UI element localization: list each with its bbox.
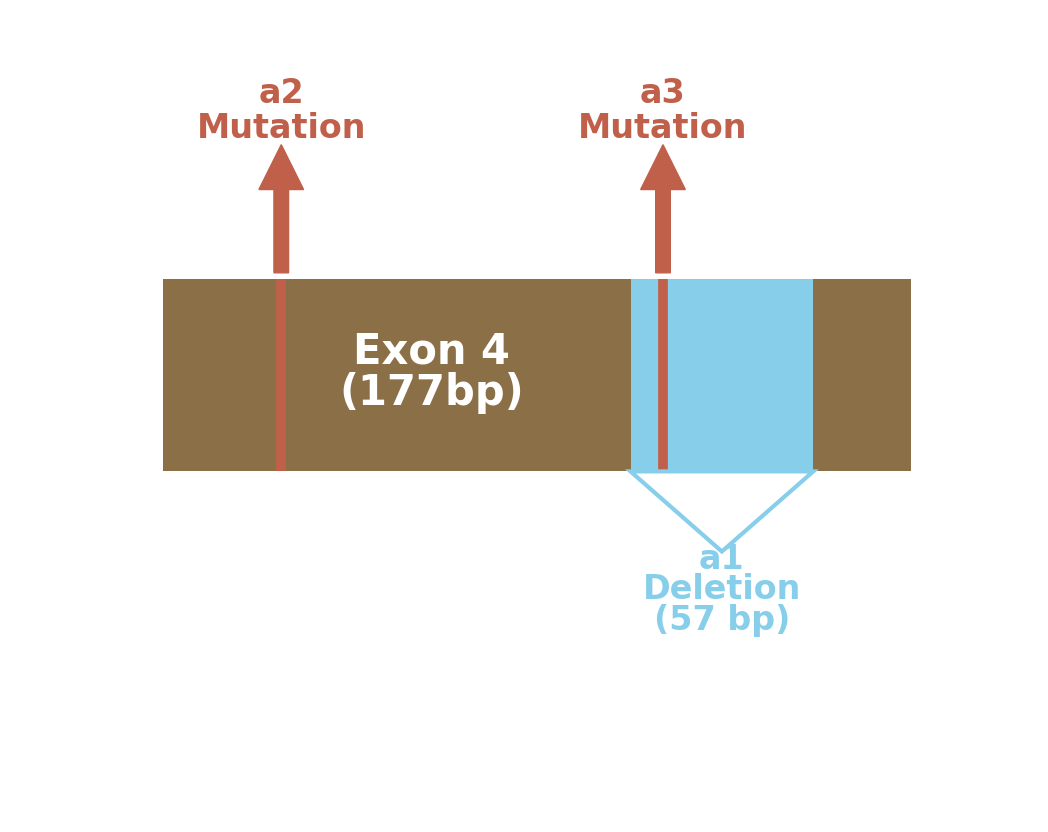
- Polygon shape: [631, 472, 813, 552]
- Text: a1: a1: [699, 542, 745, 576]
- Text: Deletion: Deletion: [642, 573, 801, 607]
- Text: Mutation: Mutation: [197, 112, 366, 145]
- Text: (57 bp): (57 bp): [654, 604, 790, 637]
- Text: Exon 4: Exon 4: [353, 330, 510, 373]
- Text: a3: a3: [640, 77, 685, 110]
- FancyArrow shape: [640, 145, 685, 273]
- Bar: [631, 280, 813, 472]
- FancyArrow shape: [259, 145, 304, 273]
- Text: (177bp): (177bp): [340, 372, 524, 414]
- Text: a2: a2: [259, 77, 304, 110]
- Bar: [163, 280, 911, 472]
- Text: Mutation: Mutation: [578, 112, 747, 145]
